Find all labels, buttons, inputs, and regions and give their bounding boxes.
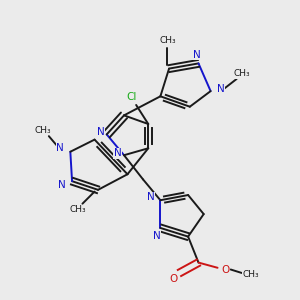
Text: CH₃: CH₃ <box>243 269 260 278</box>
Text: O: O <box>221 265 229 275</box>
Text: N: N <box>58 180 66 190</box>
Text: N: N <box>56 143 64 153</box>
Text: N: N <box>114 148 122 158</box>
Text: N: N <box>97 127 104 136</box>
Text: CH₃: CH₃ <box>35 126 52 135</box>
Text: O: O <box>169 274 177 284</box>
Text: CH₃: CH₃ <box>70 206 86 214</box>
Text: N: N <box>217 84 225 94</box>
Text: Cl: Cl <box>127 92 137 102</box>
Text: CH₃: CH₃ <box>233 69 250 78</box>
Text: N: N <box>193 50 201 60</box>
Text: N: N <box>153 231 161 241</box>
Text: CH₃: CH₃ <box>159 36 175 45</box>
Text: N: N <box>147 193 154 202</box>
